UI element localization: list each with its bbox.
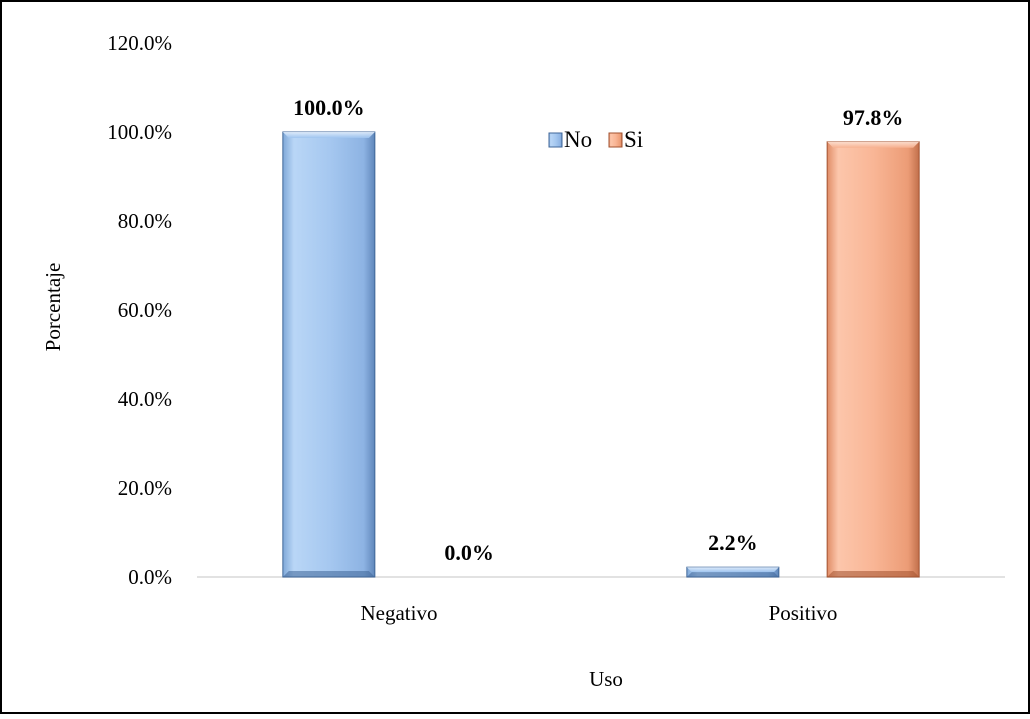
bar-bevel-bottom	[686, 572, 779, 577]
legend-swatch	[548, 132, 563, 148]
legend-swatch	[608, 132, 623, 148]
bar-bevel-bottom	[282, 571, 375, 577]
bar-bevel-bottom	[827, 571, 920, 577]
x-axis-title: Uso	[589, 667, 623, 691]
data-label: 97.8%	[843, 105, 904, 130]
bar-bevel-top	[827, 141, 920, 148]
x-tick-label: Negativo	[361, 601, 438, 625]
x-tick-label: Positivo	[769, 601, 838, 625]
bar-body	[826, 141, 920, 578]
y-tick-label: 80.0%	[118, 209, 172, 233]
data-labels-group: 100.0% 0.0% 2.2% 97.8%	[293, 95, 903, 565]
y-axis-title: Porcentaje	[41, 263, 65, 352]
y-tick-label: 120.0%	[107, 31, 172, 55]
y-tick-label: 0.0%	[128, 565, 172, 589]
data-label: 2.2%	[708, 530, 758, 555]
y-tick-label: 40.0%	[118, 387, 172, 411]
bar-no-negativo	[282, 131, 376, 578]
legend-item-no: No	[548, 127, 592, 152]
y-tick-label: 100.0%	[107, 120, 172, 144]
bar-no-positivo	[686, 566, 780, 578]
data-label: 0.0%	[444, 540, 494, 565]
bar-body	[282, 131, 376, 578]
bar-si-positivo	[826, 141, 920, 578]
legend-label: Si	[624, 127, 643, 152]
y-axis-ticks: 0.0% 20.0% 40.0% 60.0% 80.0% 100.0% 120.0%	[107, 31, 172, 589]
x-axis-ticks: Negativo Positivo	[361, 601, 838, 625]
bars-group	[282, 131, 920, 578]
bar-bevel-top	[282, 132, 375, 138]
legend-label: No	[564, 127, 592, 152]
y-tick-label: 20.0%	[118, 476, 172, 500]
bar-bevel-top	[686, 567, 779, 573]
data-label: 100.0%	[293, 95, 365, 120]
y-tick-label: 60.0%	[118, 298, 172, 322]
legend-item-si: Si	[608, 127, 643, 152]
legend: No Si	[548, 127, 643, 152]
